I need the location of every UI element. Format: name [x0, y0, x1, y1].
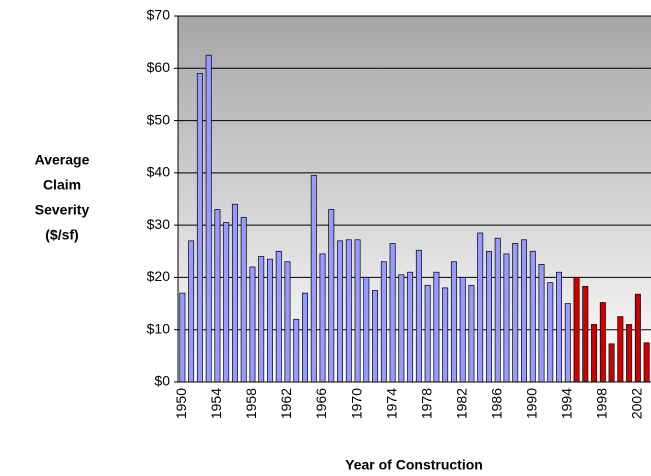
- bar: [529, 250, 536, 383]
- x-tick-label: 1950: [173, 388, 189, 419]
- x-tick-label: 1998: [594, 388, 610, 419]
- bar: [599, 302, 606, 383]
- bar: [564, 303, 571, 383]
- x-tick-label: 1986: [488, 388, 504, 419]
- bar: [485, 250, 492, 383]
- x-tick-label: 1970: [348, 388, 364, 419]
- bar: [407, 271, 414, 383]
- bar: [468, 284, 475, 383]
- bar: [363, 277, 370, 383]
- bar: [214, 209, 221, 383]
- bar: [205, 54, 212, 383]
- bar: [442, 287, 449, 383]
- x-tick-label: 1974: [383, 388, 399, 419]
- bar: [521, 239, 527, 383]
- bar: [547, 282, 554, 383]
- x-tick-label: 1966: [313, 388, 329, 419]
- bar: [258, 256, 265, 383]
- bar: [302, 292, 308, 383]
- y-tick-label: $70: [147, 7, 171, 23]
- bar: [634, 293, 641, 383]
- bar: [319, 253, 326, 383]
- bar: [503, 253, 510, 383]
- x-tick-label: 1982: [453, 388, 469, 419]
- bar: [643, 342, 650, 383]
- bar: [582, 285, 589, 383]
- bar: [372, 290, 379, 383]
- x-tick-label: 1962: [278, 388, 294, 419]
- bar: [196, 73, 203, 383]
- bar: [249, 266, 256, 383]
- bar: [626, 324, 633, 383]
- bar: [389, 243, 396, 383]
- x-axis-title: Year of Construction: [345, 457, 483, 473]
- x-tick-label: 2002: [629, 388, 645, 419]
- bar: [433, 271, 440, 383]
- bar: [240, 216, 247, 383]
- y-axis-title: Severity: [35, 202, 90, 218]
- bar: [179, 292, 186, 383]
- y-axis-title: ($/sf): [45, 227, 78, 243]
- x-tick-label: 1990: [523, 388, 539, 419]
- x-tick-label: 1994: [558, 388, 574, 419]
- bar: [573, 277, 580, 383]
- bar: [231, 203, 238, 383]
- bar: [450, 261, 457, 383]
- x-tick-label: 1958: [243, 388, 259, 419]
- bar: [354, 239, 361, 383]
- y-tick-label: $20: [147, 268, 171, 284]
- y-tick-label: $10: [147, 320, 171, 336]
- y-axis-title: Average: [35, 152, 90, 168]
- bar: [275, 250, 282, 383]
- plot-area: [178, 16, 651, 382]
- bar: [591, 324, 598, 383]
- bar: [459, 277, 466, 383]
- bar: [424, 284, 431, 383]
- bar: [608, 343, 615, 383]
- bar: [477, 232, 484, 383]
- bar: [538, 264, 545, 383]
- y-tick-label: $50: [147, 111, 171, 127]
- y-axis-title: Claim: [43, 177, 81, 193]
- bar: [556, 271, 563, 383]
- bar: [337, 240, 344, 383]
- bar: [188, 240, 195, 383]
- y-tick-label: $0: [154, 373, 170, 389]
- bar: [345, 239, 352, 383]
- bar: [398, 274, 405, 383]
- bar: [293, 318, 300, 383]
- x-tick-label: 1978: [418, 388, 434, 419]
- y-tick-label: $30: [147, 216, 171, 232]
- bar: [415, 249, 422, 383]
- bar: [310, 175, 317, 383]
- bar: [328, 209, 335, 383]
- bar: [512, 243, 519, 383]
- x-tick-label: 1954: [208, 388, 224, 419]
- bar: [223, 222, 230, 383]
- y-tick-label: $40: [147, 164, 171, 180]
- bar: [380, 261, 387, 383]
- bar: [284, 261, 291, 383]
- bar: [266, 258, 273, 383]
- bar: [494, 237, 501, 383]
- y-tick-label: $60: [147, 59, 171, 75]
- bar: [617, 316, 624, 383]
